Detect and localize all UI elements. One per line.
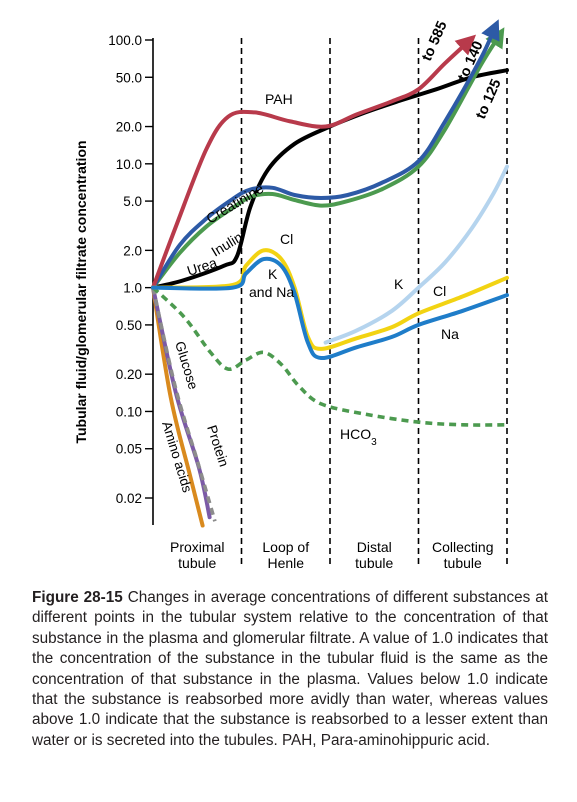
arrow-label-inulin: to 125 xyxy=(473,77,505,122)
series-label-k: K xyxy=(394,276,404,292)
series-line-urea xyxy=(151,68,509,290)
segment-dividers xyxy=(240,38,508,568)
y-tick-label: 0.02 xyxy=(116,491,142,506)
y-tick-label: 20.0 xyxy=(116,120,142,135)
y-tick-label: 0.50 xyxy=(116,318,142,333)
x-category-label: tubule xyxy=(355,555,393,571)
arrow-label-pah: to 585 xyxy=(419,19,451,64)
series-line-pah xyxy=(151,34,477,290)
y-tick-label: 50.0 xyxy=(116,70,142,85)
series-label-glucose: Glucose xyxy=(172,339,201,391)
series-line-na xyxy=(151,256,509,361)
y-tick-label: 0.05 xyxy=(116,442,142,457)
label-subscript: 3 xyxy=(371,437,377,448)
figure-caption: Figure 28-15 Changes in average concentr… xyxy=(32,588,548,751)
x-category-label: Henle xyxy=(267,555,304,571)
series-label-hco3: HCO3 xyxy=(340,426,377,448)
y-tick-label: 100.0 xyxy=(108,33,142,48)
y-axis-label: Tubular fluid/glomerular filtrate concen… xyxy=(73,140,89,443)
series-line-inulin xyxy=(151,27,505,290)
series-label-na: Na xyxy=(441,326,459,342)
series-label-cl: Cl xyxy=(280,231,293,247)
figure-label: Figure 28-15 xyxy=(32,589,123,606)
series-line-k xyxy=(323,164,509,345)
series-label-protein: Protein xyxy=(204,423,231,468)
series-label-na: K xyxy=(268,266,278,282)
series-label-cl: Cl xyxy=(433,283,446,299)
series-label-creatinine: Creatinine xyxy=(203,180,266,227)
y-tick-label: 2.0 xyxy=(123,243,142,258)
x-category-label: Distal xyxy=(357,539,392,555)
series-label-pah: PAH xyxy=(265,91,293,107)
y-tick-label: 0.20 xyxy=(116,367,142,382)
x-category-label: Collecting xyxy=(432,539,493,555)
x-category-label: Loop of xyxy=(262,539,309,555)
y-tick-label: 0.10 xyxy=(116,404,142,419)
series-line-hco3 xyxy=(151,286,508,427)
x-category-label: tubule xyxy=(444,555,482,571)
y-tick-label: 5.0 xyxy=(123,194,142,209)
chart: Tubular fluid/glomerular filtrate concen… xyxy=(73,19,509,571)
series-line-amino-acids xyxy=(151,285,205,528)
y-axis: 100.0 50.0 20.0 10.0 5.0 2.0 1.0 0.50 0.20 0.10 0.… xyxy=(108,33,154,525)
series-lines xyxy=(151,19,509,528)
series-label-na: and Na xyxy=(249,284,294,300)
series-line-creatinine xyxy=(151,19,500,290)
x-category-label: tubule xyxy=(178,555,216,571)
y-tick-label: 10.0 xyxy=(116,157,142,172)
caption-text: Changes in average concentrations of dif… xyxy=(32,589,548,749)
series-line-glucose xyxy=(151,287,217,522)
y-tick-label: 1.0 xyxy=(123,281,142,296)
x-category-label: Proximal xyxy=(170,539,224,555)
